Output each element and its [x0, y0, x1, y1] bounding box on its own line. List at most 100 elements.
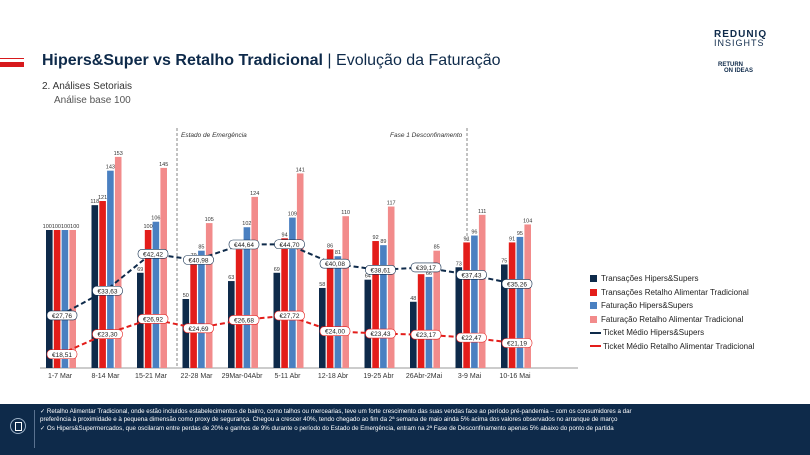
- bar: [53, 230, 61, 368]
- ticket-label-box: [183, 255, 214, 265]
- ticket-label-box: [501, 338, 533, 348]
- ticket-label: €40,08: [325, 261, 345, 268]
- ticket-label-box: [456, 332, 487, 343]
- bar: [61, 230, 69, 368]
- bar: [281, 238, 288, 368]
- reduniq-logo: REDUNIQ INSIGHTS: [714, 29, 768, 48]
- ticket-label: €24,00: [325, 329, 345, 336]
- legend-item: Faturação Hipers&Supers: [590, 299, 754, 313]
- data-label: 89: [380, 239, 386, 245]
- ticket-label-box: [365, 328, 396, 339]
- bar: [289, 217, 296, 368]
- ticket-label: €38,61: [371, 267, 391, 274]
- bar: [508, 242, 516, 368]
- ticket-label: €42,42: [143, 251, 163, 258]
- bar: [342, 216, 349, 368]
- section-label: 2. Análises Setoriais: [42, 81, 133, 92]
- tick-label: 8-14 Mar: [91, 373, 120, 380]
- ticket-label-box: [92, 285, 123, 296]
- bar: [524, 224, 531, 368]
- ticket-label: €23,17: [416, 332, 436, 339]
- bar: [235, 249, 243, 368]
- ticket-label: €44,64: [234, 242, 254, 249]
- ticket-label: €24,69: [189, 326, 209, 333]
- tick-label: 3-9 Mai: [458, 373, 482, 380]
- ticket-label-box: [410, 329, 442, 340]
- bar: [243, 227, 251, 368]
- bar: [160, 167, 167, 368]
- phase-annotation: Estado de Emergência: [181, 132, 247, 139]
- data-label: 58: [319, 282, 325, 288]
- footer-line-2: preferência à proximidade e à pequena di…: [40, 416, 618, 424]
- ticket-label-box: [456, 269, 487, 280]
- bar: [107, 170, 114, 368]
- data-label: 91: [509, 236, 515, 242]
- page-title: Hipers&Super vs Retalho Tradicional | Ev…: [42, 52, 501, 69]
- data-label: 73: [456, 261, 462, 267]
- accent-stripe: [0, 62, 24, 67]
- bar: [326, 249, 334, 368]
- bar: [417, 274, 425, 368]
- bar: [228, 281, 235, 368]
- data-label: 124: [250, 191, 259, 197]
- data-label: 91: [464, 236, 470, 242]
- legend-label: Ticket Médio Hipers&Supers: [603, 328, 705, 338]
- phase-annotation: Fase 1 Desconfinamento: [390, 132, 463, 139]
- ticket-label: €35,26: [507, 281, 527, 288]
- bar: [433, 250, 440, 368]
- data-label: 117: [387, 201, 396, 207]
- subsection-label: Análise base 100: [54, 95, 131, 106]
- tick-label: 26Abr-2Mai: [406, 373, 443, 380]
- bar: [516, 236, 524, 368]
- footer-line-1: ✓ Retalho Alimentar Tradicional, onde es…: [40, 408, 632, 415]
- bar: [99, 201, 106, 368]
- data-label: 69: [137, 267, 143, 273]
- data-label: 48: [410, 296, 416, 302]
- bar: [251, 196, 258, 368]
- legend-label: Transações Hipers&Supers: [601, 274, 699, 284]
- bar: [380, 245, 387, 368]
- data-label: 105: [205, 217, 214, 223]
- legend-item: Transações Retalho Alimentar Tradicional: [590, 286, 754, 300]
- tick-label: 29Mar-04Abr: [222, 373, 264, 380]
- ticket-label-box: [410, 262, 442, 273]
- ticket-label: €27,72: [280, 313, 300, 320]
- ticket-label-box: [183, 323, 214, 334]
- legend-swatch: [590, 275, 597, 283]
- bar: [114, 156, 122, 368]
- ticket-label: €40,98: [189, 257, 209, 264]
- bar: [471, 235, 478, 368]
- data-label: 96: [471, 230, 477, 236]
- tick-label: 1-7 Mar: [48, 373, 73, 380]
- legend-label: Faturação Retalho Alimentar Tradicional: [601, 314, 744, 324]
- data-label: 63: [228, 275, 234, 281]
- tick-label: 5-11 Abr: [275, 373, 302, 380]
- ticket-label: €18,51: [52, 352, 72, 359]
- bar: [296, 173, 304, 368]
- legend-item: Transações Hipers&Supers: [590, 272, 754, 286]
- bar: [387, 206, 395, 368]
- bar: [190, 258, 197, 368]
- data-label: 118: [90, 199, 99, 205]
- footer-panel: ✓ Retalho Alimentar Tradicional, onde es…: [0, 404, 810, 455]
- legend-label: Ticket Médio Retalho Alimentar Tradicion…: [603, 341, 755, 351]
- tick-label: 10-16 Mai: [499, 373, 531, 380]
- ticket-label-box: [46, 349, 78, 360]
- ticket-label: €39,17: [416, 265, 436, 272]
- bar: [182, 299, 190, 368]
- legend-swatch: [590, 288, 597, 296]
- document-icon: [10, 418, 26, 434]
- footer-line-3: ✓ Os Hipers&Supermercados, que oscilaram…: [40, 424, 614, 432]
- data-label: 111: [478, 209, 486, 215]
- return-on-ideas-logo: RETURN ON IDEAS: [718, 62, 754, 74]
- bar: [501, 264, 508, 368]
- ticket-label: €26,92: [143, 316, 163, 323]
- ticket-label: €26,68: [234, 317, 254, 324]
- legend-item: Ticket Médio Retalho Alimentar Tradicion…: [590, 340, 754, 354]
- bar: [205, 223, 213, 368]
- data-label: 109: [288, 212, 297, 218]
- legend-label: Faturação Hipers&Supers: [601, 301, 694, 311]
- tick-label: 15-21 Mar: [135, 373, 168, 380]
- bar: [144, 230, 152, 368]
- legend-item: Ticket Médio Hipers&Supers: [590, 326, 754, 340]
